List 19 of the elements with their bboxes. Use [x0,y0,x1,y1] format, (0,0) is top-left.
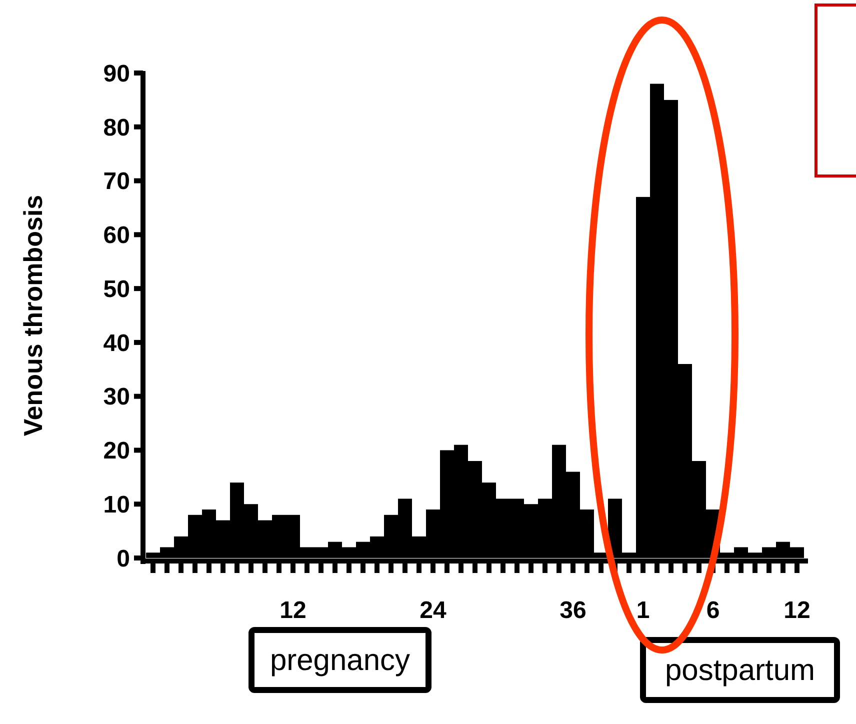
x-tick-label: 36 [560,597,586,624]
x-tick-label: 6 [706,597,720,624]
y-tick-label: 40 [103,330,130,357]
x-tick-label: 24 [420,597,447,624]
y-axis-title: Venous thrombosis [18,194,48,436]
y-tick-label: 70 [103,168,130,196]
y-tick-label: 60 [103,222,130,250]
y-tick-label: 90 [103,60,130,88]
x-tick-label: 12 [280,597,306,624]
text: pregnancy [270,644,410,677]
text: postpartum [664,654,816,687]
x-tick-label: 1 [636,597,650,624]
y-tick-label: 80 [103,114,130,142]
x-tick-label: 12 [784,597,810,624]
y-tick-label: 20 [103,438,130,465]
y-tick-label: 0 [116,545,130,572]
y-tick-label: 30 [103,384,130,411]
y-tick-label: 10 [103,492,130,519]
y-tick-label: 50 [103,276,130,303]
